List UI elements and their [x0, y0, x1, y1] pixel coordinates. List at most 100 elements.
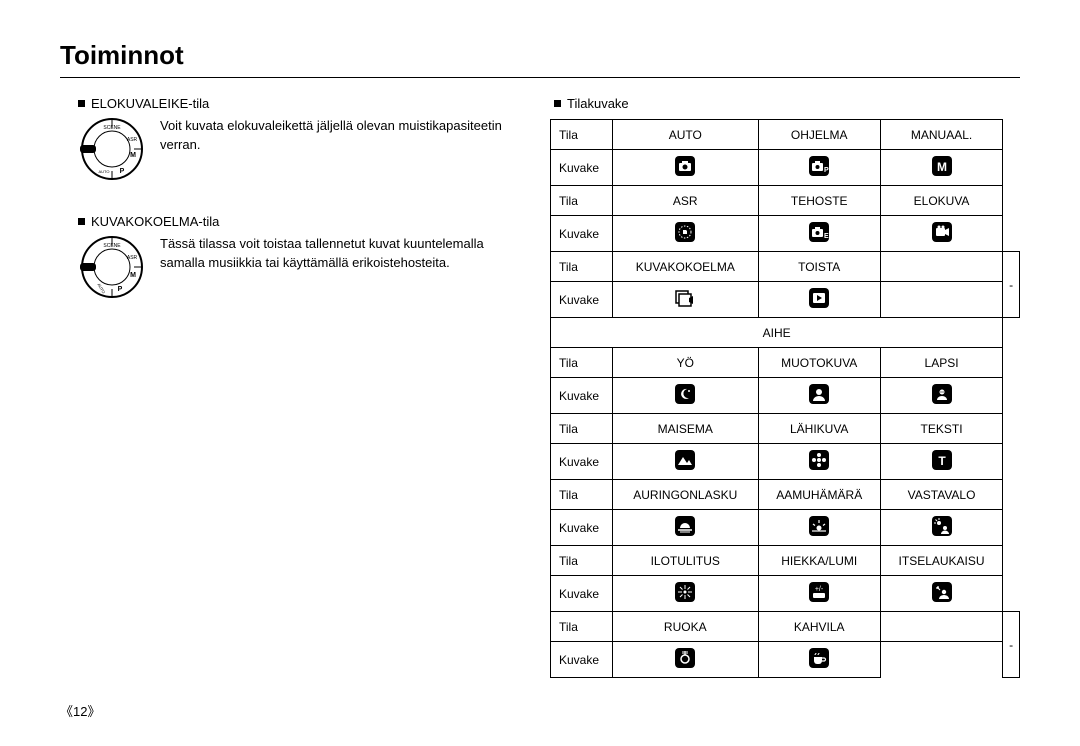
row-label-cell: Kuvake: [551, 282, 613, 318]
mode-name-cell: ELOKUVA: [880, 186, 1002, 216]
table-row: Kuvake +/-: [551, 576, 1020, 612]
portrait-icon: [809, 393, 829, 407]
mode-name-cell: HIEKKA/LUMI: [758, 546, 880, 576]
row-label-cell: Kuvake: [551, 510, 613, 546]
mode-name-cell: AAMUHÄMÄRÄ: [758, 480, 880, 510]
mode-heading: KUVAKOKOELMA-tila: [78, 214, 530, 229]
dawn-icon: [809, 525, 829, 539]
child-icon: [932, 393, 952, 407]
table-row: Kuvake: [551, 510, 1020, 546]
row-label-cell: Kuvake: [551, 642, 613, 678]
table-heading-text: Tilakuvake: [567, 96, 629, 111]
row-label-cell: Kuvake: [551, 378, 613, 414]
camera-e-icon: E: [809, 231, 829, 245]
mode-name-cell: ASR: [613, 186, 759, 216]
svg-text:M: M: [937, 160, 947, 174]
mode-icon-cell: [758, 378, 880, 414]
svg-text:P: P: [120, 168, 125, 175]
bullet-icon: [78, 218, 85, 225]
table-row: TilaRUOKAKAHVILA-: [551, 612, 1020, 642]
mode-name-cell: TEKSTI: [880, 414, 1002, 444]
mode-heading-text: ELOKUVALEIKE-tila: [91, 96, 209, 111]
mode-icon-cell: [613, 150, 759, 186]
mode-icon-cell: [613, 510, 759, 546]
mode-dial-icon: SCENE ASR M P AUTO: [78, 115, 146, 186]
mode-section-album: KUVAKOKOELMA-tila SCENE: [60, 214, 530, 304]
table-row: TilaMAISEMALÄHIKUVATEKSTI: [551, 414, 1020, 444]
mode-icon-cell: [613, 444, 759, 480]
svg-text:AUTO: AUTO: [98, 169, 109, 174]
mode-icon-cell: [758, 510, 880, 546]
row-label-cell: Tila: [551, 252, 613, 282]
mode-description: Voit kuvata elokuvaleikettä jäljellä ole…: [160, 115, 530, 155]
mode-icon-cell: [613, 378, 759, 414]
mode-icon-cell: [758, 642, 880, 678]
T-icon: T: [932, 459, 952, 473]
table-row: TilaASRTEHOSTEELOKUVA: [551, 186, 1020, 216]
page-number: 《12》: [60, 701, 100, 720]
film-icon: [932, 231, 952, 245]
mode-icon-table: TilaAUTOOHJELMAMANUAAL.KuvakePMTilaASRTE…: [550, 119, 1020, 678]
mode-name-cell: AURINGONLASKU: [613, 480, 759, 510]
table-row: Kuvake: [551, 378, 1020, 414]
play-icon: [809, 297, 829, 311]
mode-icon-cell: [613, 216, 759, 252]
svg-text:ASR: ASR: [127, 255, 138, 261]
mode-name-cell: LAPSI: [880, 348, 1002, 378]
mode-icon-cell: [880, 216, 1002, 252]
svg-text:T: T: [938, 454, 946, 468]
row-label-cell: Kuvake: [551, 576, 613, 612]
mode-name-cell: KUVAKOKOELMA: [613, 252, 759, 282]
table-row: TilaKUVAKOKOELMATOISTA-: [551, 252, 1020, 282]
backlight-icon: [932, 525, 952, 539]
right-column: Tilakuvake TilaAUTOOHJELMAMANUAAL.Kuvake…: [550, 96, 1020, 678]
sunset-icon: [675, 525, 695, 539]
selftimer-icon: [932, 591, 952, 605]
row-label-cell: Tila: [551, 546, 613, 576]
mode-icon-cell: E: [758, 216, 880, 252]
row-label-cell: Kuvake: [551, 216, 613, 252]
camera-icon: [675, 165, 695, 179]
snow-icon: +/-: [809, 591, 829, 605]
mode-name-cell: MAISEMA: [613, 414, 759, 444]
cafe-icon: [809, 657, 829, 671]
svg-text:E: E: [824, 233, 829, 240]
mode-name-cell: KAHVILA: [758, 612, 880, 642]
table-row: Kuvake E: [551, 216, 1020, 252]
mode-name-cell: YÖ: [613, 348, 759, 378]
mode-name-cell: LÄHIKUVA: [758, 414, 880, 444]
mode-icon-cell: T: [880, 444, 1002, 480]
table-row: Kuvake P M: [551, 150, 1020, 186]
mode-icon-cell: [880, 378, 1002, 414]
section-header-cell: AIHE: [551, 318, 1003, 348]
empty-cell: -: [1003, 252, 1020, 318]
svg-text:SCENE: SCENE: [103, 243, 121, 249]
mountain-icon: [675, 459, 695, 473]
mode-name-cell: VASTAVALO: [880, 480, 1002, 510]
mode-icon-cell: [613, 576, 759, 612]
firework-icon: [675, 591, 695, 605]
empty-cell: -: [1003, 612, 1020, 678]
svg-text:+/-: +/-: [815, 586, 824, 593]
mode-name-cell: OHJELMA: [758, 120, 880, 150]
table-row: TilaAURINGONLASKUAAMUHÄMÄRÄVASTAVALO: [551, 480, 1020, 510]
page-title: Toiminnot: [60, 40, 1020, 78]
mode-heading: ELOKUVALEIKE-tila: [78, 96, 530, 111]
row-label-cell: Tila: [551, 480, 613, 510]
row-label-cell: Tila: [551, 612, 613, 642]
mode-icon-cell: P: [758, 150, 880, 186]
row-label-cell: Tila: [551, 186, 613, 216]
mode-name-cell: ITSELAUKAISU: [880, 546, 1002, 576]
svg-text:M: M: [130, 152, 136, 159]
flower-icon: [809, 459, 829, 473]
table-row: Kuvake T: [551, 444, 1020, 480]
mode-description: Tässä tilassa voit toistaa tallennetut k…: [160, 233, 530, 273]
row-label-cell: Kuvake: [551, 444, 613, 480]
mode-icon-cell: +/-: [758, 576, 880, 612]
mode-heading-text: KUVAKOKOELMA-tila: [91, 214, 219, 229]
mode-name-cell: [880, 612, 1002, 642]
row-label-cell: Kuvake: [551, 150, 613, 186]
svg-text:P: P: [118, 286, 123, 293]
mode-icon-cell: M: [880, 150, 1002, 186]
hand-icon: [675, 231, 695, 245]
